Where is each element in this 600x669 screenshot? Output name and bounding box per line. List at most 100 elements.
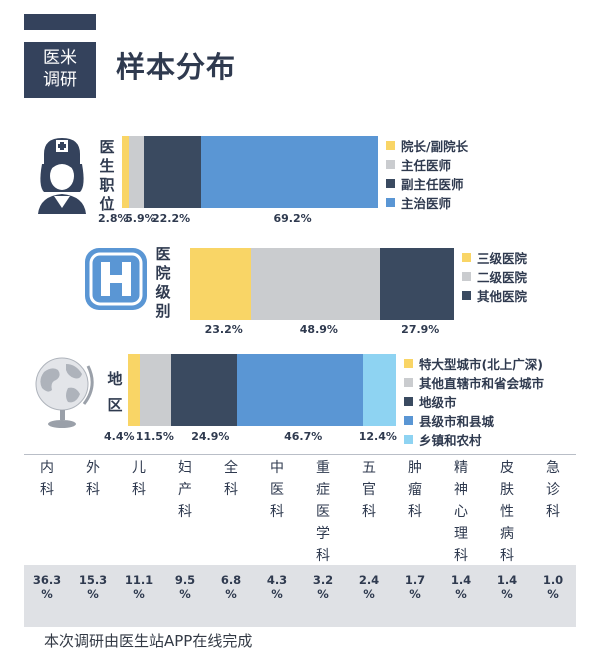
legend-item: 主治医师 — [386, 193, 468, 212]
legend-item: 其他医院 — [462, 286, 527, 305]
legend-label: 其他直辖市和省会城市 — [419, 376, 545, 391]
section-label-hospital: 医院级别 — [155, 245, 171, 320]
specialty-table: 内科外科儿科 妇产科 全科 中医科 重症医学科 五官科 肿瘤科 精神心理科 皮肤性病科 急诊科 3… — [24, 457, 576, 627]
table-header-cell: 肿瘤科 — [408, 460, 422, 520]
segment-value-label: 12.4% — [358, 430, 397, 443]
legend-swatch — [404, 416, 413, 425]
legend-swatch — [462, 291, 471, 300]
table-value-cell: 2.4% — [358, 573, 380, 601]
table-header-cell: 五官科 — [362, 460, 376, 520]
table-value-cell: 11.1% — [124, 573, 154, 601]
segment-value-label: 5.9% — [125, 212, 156, 225]
table-header-cell: 精神心理科 — [454, 460, 468, 564]
legend-label: 县级市和县城 — [419, 414, 495, 429]
table-value-cell: 3.2% — [312, 573, 334, 601]
bar-segment — [128, 354, 140, 426]
table-header-cell: 中医科 — [270, 460, 284, 520]
legend-item: 二级医院 — [462, 267, 527, 286]
stacked-bar-region — [128, 354, 396, 426]
table-value-cell: 15.3% — [78, 573, 108, 601]
legend-region: 特大型城市(北上广深) 其他直辖市和省会城市 地级市县级市和县城 乡镇和农村 — [404, 354, 544, 449]
legend-item: 乡镇和农村 — [404, 430, 544, 449]
legend-item: 副主任医师 — [386, 174, 468, 193]
legend-swatch — [404, 397, 413, 406]
legend-swatch — [386, 141, 395, 150]
table-value-cell: 1.7% — [404, 573, 426, 601]
table-header-cell: 内科 — [40, 460, 54, 498]
legend-swatch — [462, 253, 471, 262]
table-value-cell: 9.5% — [174, 573, 196, 601]
table-header-cell: 皮肤性病科 — [500, 460, 514, 564]
bar-segment — [201, 136, 378, 208]
segment-value-label: 48.9% — [299, 323, 338, 336]
segment-value-label: 11.5% — [135, 430, 174, 443]
bar-segment — [139, 354, 171, 426]
legend-label: 主治医师 — [401, 196, 452, 211]
legend-hospital: 三级医院二级医院其他医院 — [462, 248, 527, 305]
header-accent-bar — [24, 14, 96, 30]
legend-swatch — [386, 198, 395, 207]
bar-segment — [129, 136, 145, 208]
bar-segment — [144, 136, 201, 208]
legend-item: 地级市 — [404, 392, 544, 411]
stacked-bar-position — [122, 136, 378, 208]
segment-value-label: 23.2% — [204, 323, 243, 336]
table-value-cell: 1.4% — [496, 573, 518, 601]
legend-label: 乡镇和农村 — [419, 433, 482, 448]
bar-segment — [170, 354, 238, 426]
legend-label: 三级医院 — [477, 251, 528, 266]
hospital-icon — [85, 248, 147, 310]
legend-label: 特大型城市(北上广深) — [419, 357, 543, 372]
segment-value-label: 4.4% — [104, 430, 135, 443]
legend-item: 主任医师 — [386, 155, 468, 174]
segment-value-label: 22.2% — [151, 212, 191, 225]
legend-swatch — [404, 359, 413, 368]
legend-item: 其他直辖市和省会城市 — [404, 373, 544, 392]
bar-segment — [362, 354, 396, 426]
segment-value-label: 2.8% — [98, 212, 129, 225]
table-header-row: 内科外科儿科 妇产科 全科 中医科 重症医学科 五官科 肿瘤科 精神心理科 皮肤性病科 急诊科 — [24, 457, 576, 564]
segment-value-label: 24.9% — [191, 430, 230, 443]
bar-segment — [237, 354, 363, 426]
table-header-cell: 儿科 — [132, 460, 146, 498]
page-title: 样本分布 — [116, 50, 237, 84]
doctor-icon — [38, 138, 86, 214]
brand-badge: 医米 调研 — [24, 42, 96, 98]
legend-item: 县级市和县城 — [404, 411, 544, 430]
legend-swatch — [386, 160, 395, 169]
segment-value-label: 27.9% — [401, 323, 440, 336]
section-label-position: 医生职位 — [99, 138, 115, 213]
bar-segment — [380, 248, 454, 320]
legend-label: 其他医院 — [477, 289, 528, 304]
segment-value-label: 46.7% — [284, 430, 323, 443]
legend-item: 三级医院 — [462, 248, 527, 267]
legend-position: 院长/副院长 主任医师副主任医师主治医师 — [386, 136, 468, 212]
badge-line-2: 调研 — [43, 70, 77, 90]
table-value-cell: 6.8% — [220, 573, 242, 601]
legend-label: 主任医师 — [401, 158, 452, 173]
footer-note: 本次调研由医生站APP在线完成 — [44, 632, 253, 650]
bar-segment — [251, 248, 381, 320]
globe-icon — [35, 357, 94, 428]
legend-label: 二级医院 — [477, 270, 528, 285]
bar-segment — [190, 248, 252, 320]
table-header-cell: 重症医学科 — [316, 460, 330, 564]
table-header-cell: 妇产科 — [178, 460, 192, 520]
section-label-region: 地区 — [107, 370, 123, 414]
table-header-cell: 急诊科 — [546, 460, 560, 520]
bar-segment — [122, 136, 130, 208]
segment-value-label: 69.2% — [273, 212, 312, 225]
legend-swatch — [386, 179, 395, 188]
table-value-cell: 4.3% — [266, 573, 288, 601]
table-value-row: 36.3% 15.3% 11.1% 9.5% 6.8% 4.3% 3.2% 2.4% 1.7% 1… — [24, 565, 576, 627]
table-value-cell: 1.0% — [542, 573, 564, 601]
legend-label: 地级市 — [419, 395, 457, 410]
stacked-bar-hospital — [190, 248, 454, 320]
table-header-cell: 全科 — [224, 460, 238, 498]
legend-label: 副主任医师 — [401, 177, 464, 192]
legend-item: 特大型城市(北上广深) — [404, 354, 544, 373]
legend-swatch — [462, 272, 471, 281]
legend-label: 院长/副院长 — [401, 139, 469, 154]
table-top-rule — [24, 454, 576, 455]
legend-item: 院长/副院长 — [386, 136, 468, 155]
